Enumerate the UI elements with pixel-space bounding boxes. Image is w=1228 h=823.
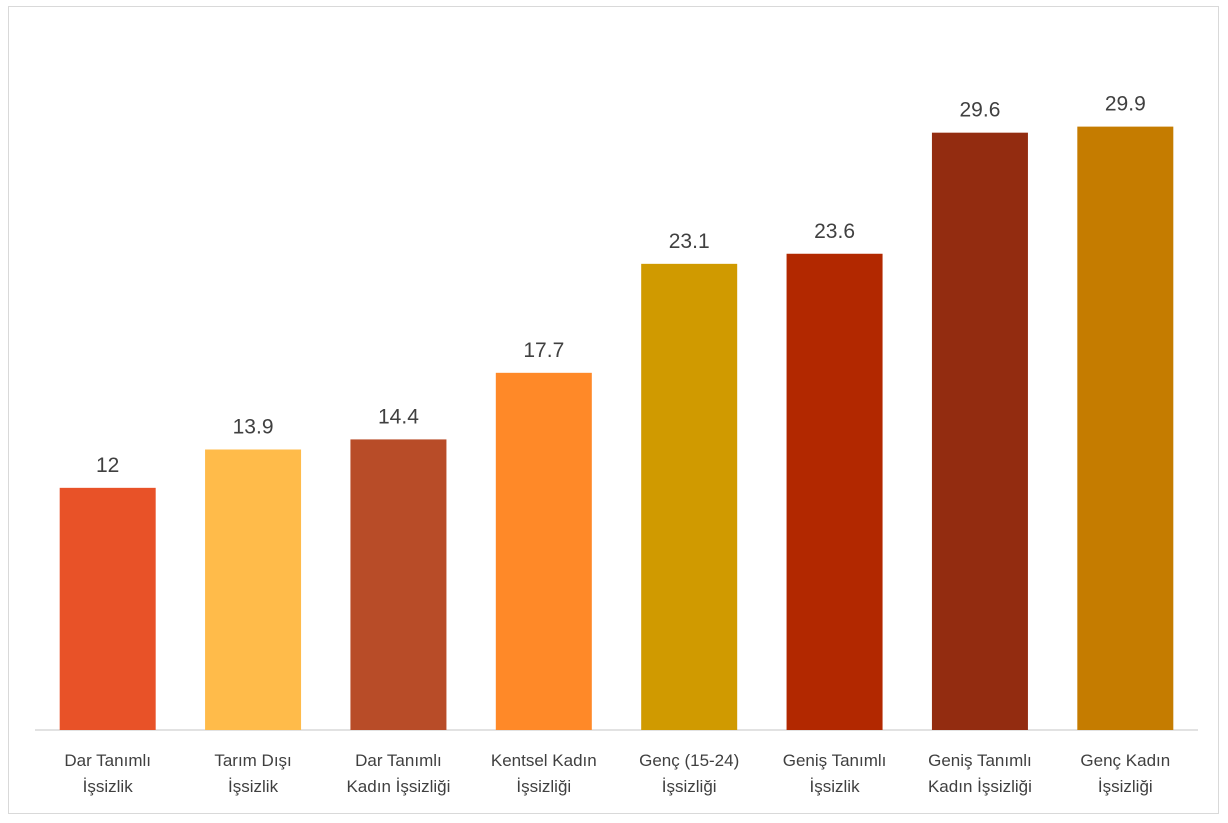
bar	[641, 263, 738, 730]
data-label: 17.7	[523, 339, 564, 362]
bar	[59, 487, 156, 730]
x-tick-label: Genç Kadın İşsizliği	[1080, 751, 1170, 796]
data-label: 23.6	[814, 220, 855, 243]
data-label: 14.4	[378, 405, 419, 428]
bar	[350, 439, 447, 730]
x-tick-label: Dar Tanımlı İşsizlik	[64, 751, 151, 796]
data-label: 12	[96, 454, 119, 477]
x-tick-label: Dar Tanımlı Kadın İşsizliği	[346, 751, 450, 796]
data-label: 23.1	[669, 230, 710, 253]
x-tick-label: Genç (15-24) İşsizliği	[639, 751, 739, 796]
bar	[205, 449, 302, 730]
x-tick-label: Geniş Tanımlı İşsizlik	[783, 751, 887, 796]
bar	[1077, 126, 1174, 731]
x-tick-label: Geniş Tanımlı Kadın İşsizliği	[928, 751, 1032, 796]
bar	[786, 253, 883, 730]
x-tick-label: Tarım Dışı İşsizlik	[214, 751, 291, 796]
data-label: 29.9	[1105, 93, 1146, 116]
bar	[495, 372, 592, 730]
x-tick-label: Kentsel Kadın İşsizliği	[491, 751, 597, 796]
data-label: 13.9	[233, 415, 274, 438]
data-label: 29.6	[960, 99, 1001, 122]
bar	[931, 132, 1028, 730]
